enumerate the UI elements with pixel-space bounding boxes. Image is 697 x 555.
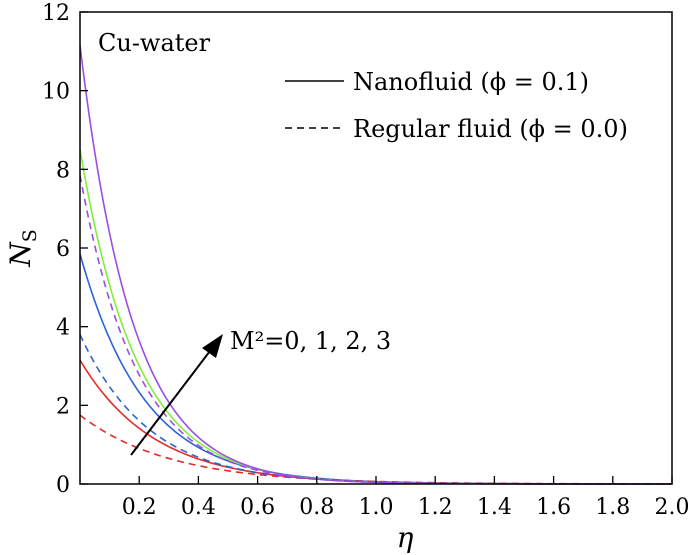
- annotation-arrow: [130, 334, 223, 456]
- series-line-solid-m2-1: [79, 253, 672, 485]
- annotation-label: M²=0, 1, 2, 3: [230, 327, 391, 355]
- y-tick-label: 4: [56, 316, 70, 341]
- series-line-solid-m2-3: [79, 45, 672, 485]
- y-axis-label-main: N: [4, 241, 37, 268]
- inset-label: Cu-water: [98, 29, 211, 57]
- legend-label-nanofluid: Nanofluid (ϕ = 0.1): [353, 68, 589, 96]
- arrow-head: [202, 334, 223, 358]
- ticks-layer: 0.2 0.4 0.6 0.8 1.0 1.2 1.4 1.6 1.8 2.0 0 2 4 6 8 10 12: [42, 1, 690, 520]
- y-tick-label: 0: [56, 473, 70, 498]
- x-tick-label: 0.6: [240, 495, 275, 520]
- y-tick-label: 12: [42, 1, 70, 26]
- y-tick-label: 2: [56, 394, 70, 419]
- y-tick-label: 10: [42, 80, 70, 105]
- legend: Nanofluid (ϕ = 0.1) Regular fluid (ϕ = 0…: [285, 68, 628, 143]
- series-line-solid-m2-0: [79, 359, 672, 485]
- y-axis-label: NS: [4, 229, 41, 268]
- legend-label-regular-fluid: Regular fluid (ϕ = 0.0): [353, 115, 628, 143]
- arrow-shaft: [130, 346, 214, 456]
- y-axis-label-sub: S: [19, 229, 41, 242]
- series-line-solid-m2-2: [79, 149, 672, 485]
- x-tick-label: 1.8: [595, 495, 630, 520]
- x-tick-label: 2.0: [655, 495, 690, 520]
- x-tick-label: 0.2: [122, 495, 157, 520]
- y-tick-label: 8: [56, 158, 70, 183]
- x-tick-label: 1.6: [536, 495, 571, 520]
- series-line-dashed-m2-1: [79, 334, 672, 485]
- series-layer: [79, 45, 673, 485]
- y-tick-label: 6: [56, 237, 70, 262]
- x-tick-label: 1.0: [359, 495, 394, 520]
- x-tick-label: 0.4: [181, 495, 216, 520]
- x-tick-label: 1.4: [477, 495, 512, 520]
- x-tick-label: 0.8: [299, 495, 334, 520]
- x-tick-label: 1.2: [418, 495, 453, 520]
- x-axis-label: η: [397, 521, 414, 554]
